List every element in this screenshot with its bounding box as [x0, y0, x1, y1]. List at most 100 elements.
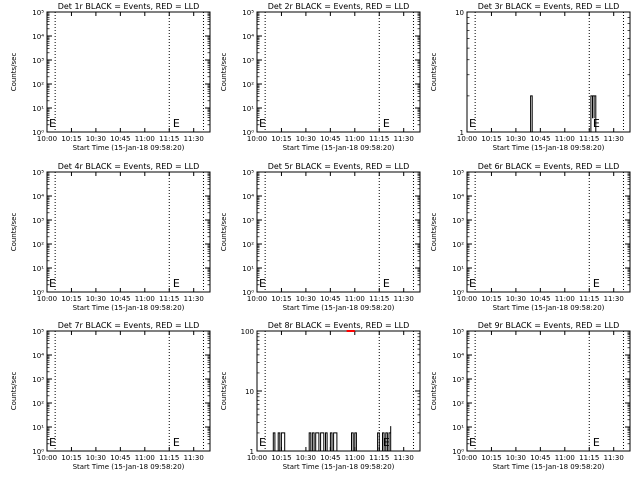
y-tick-label: 10²	[242, 241, 254, 249]
x-tick-label: 10:45	[110, 295, 130, 303]
x-tick-label: 10:00	[247, 135, 267, 143]
y-axis-label: Counts/sec	[430, 372, 438, 411]
x-tick-label: 10:45	[530, 295, 550, 303]
x-tick-label: 10:00	[457, 295, 477, 303]
x-tick-label: 10:15	[271, 295, 291, 303]
x-tick-label: 10:45	[530, 454, 550, 462]
y-tick-label: 100	[241, 328, 254, 336]
x-tick-label: 10:45	[530, 135, 550, 143]
y-tick-label: 10³	[32, 57, 44, 65]
y-tick-label: 10¹	[32, 105, 44, 113]
x-tick-label: 10:15	[481, 295, 501, 303]
y-tick-label: 10⁰	[242, 129, 254, 137]
event-glyph: E	[49, 277, 56, 290]
x-axis-label: Start Time (15-Jan-18 09:58:20)	[283, 463, 395, 471]
x-tick-label: 10:00	[37, 135, 57, 143]
y-tick-label: 10⁰	[32, 289, 44, 297]
event-glyph: E	[469, 277, 476, 290]
y-tick-label: 10⁵	[452, 169, 464, 177]
x-tick-label: 10:00	[37, 454, 57, 462]
x-tick-label: 11:15	[579, 295, 599, 303]
y-axis-label: Counts/sec	[10, 53, 18, 92]
y-tick-label: 1	[250, 448, 254, 456]
event-glyph: E	[383, 277, 390, 290]
y-axis-label: Counts/sec	[430, 53, 438, 92]
event-glyph: E	[383, 436, 390, 449]
x-axis-label: Start Time (15-Jan-18 09:58:20)	[73, 144, 185, 152]
x-tick-label: 10:30	[296, 454, 316, 462]
y-tick-label: 10²	[32, 81, 44, 89]
x-tick-label: 10:15	[61, 135, 81, 143]
panel-title: Det 9r BLACK = Events, RED = LLD	[478, 321, 620, 330]
y-tick-label: 10⁴	[32, 33, 44, 41]
event-glyph: E	[173, 117, 180, 130]
y-tick-label: 10¹	[242, 265, 254, 273]
y-tick-label: 10⁰	[452, 289, 464, 297]
x-tick-label: 10:15	[271, 135, 291, 143]
x-axis-label: Start Time (15-Jan-18 09:58:20)	[73, 304, 185, 312]
x-tick-label: 10:00	[247, 454, 267, 462]
x-tick-label: 11:30	[184, 135, 204, 143]
y-tick-label: 10⁵	[242, 169, 254, 177]
plot-frame	[466, 11, 631, 133]
y-tick-label: 10⁰	[452, 448, 464, 456]
y-tick-label: 10²	[452, 400, 464, 408]
events-series	[530, 95, 597, 133]
x-tick-label: 11:30	[604, 135, 624, 143]
y-tick-label: 10²	[32, 241, 44, 249]
x-tick-label: 11:15	[579, 135, 599, 143]
x-tick-label: 10:30	[86, 454, 106, 462]
y-axis-label: Counts/sec	[220, 372, 228, 411]
event-glyph: E	[259, 117, 266, 130]
x-tick-label: 11:15	[159, 295, 179, 303]
x-tick-label: 10:30	[296, 295, 316, 303]
y-tick-label: 10²	[242, 81, 254, 89]
x-tick-label: 11:30	[394, 454, 414, 462]
x-tick-label: 11:00	[345, 135, 365, 143]
event-glyph: E	[593, 117, 600, 130]
y-tick-label: 10⁴	[452, 352, 464, 360]
x-tick-label: 10:15	[271, 454, 291, 462]
x-tick-label: 10:15	[481, 454, 501, 462]
plot-frame	[46, 11, 211, 133]
plot-frame	[466, 330, 631, 452]
x-tick-label: 11:00	[555, 135, 575, 143]
x-tick-label: 11:15	[159, 135, 179, 143]
y-axis-label: Counts/sec	[10, 372, 18, 411]
x-tick-label: 11:00	[135, 454, 155, 462]
y-tick-label: 10⁴	[242, 193, 254, 201]
x-tick-label: 11:30	[394, 295, 414, 303]
x-tick-label: 11:00	[345, 454, 365, 462]
event-glyph: E	[49, 436, 56, 449]
y-tick-label: 10⁰	[32, 448, 44, 456]
plot-frame	[256, 171, 421, 293]
panel-title: Det 4r BLACK = Events, RED = LLD	[58, 162, 200, 171]
x-tick-label: 10:45	[320, 135, 340, 143]
x-tick-label: 10:15	[61, 454, 81, 462]
x-tick-label: 10:30	[506, 295, 526, 303]
y-tick-label: 10⁴	[32, 352, 44, 360]
x-tick-label: 11:00	[135, 135, 155, 143]
y-axis-label: Counts/sec	[430, 213, 438, 252]
y-tick-label: 10¹	[242, 105, 254, 113]
event-glyph: E	[593, 277, 600, 290]
x-axis-label: Start Time (15-Jan-18 09:58:20)	[493, 144, 605, 152]
events-series	[257, 426, 392, 452]
x-tick-label: 10:30	[86, 135, 106, 143]
x-tick-label: 10:45	[110, 135, 130, 143]
x-axis-label: Start Time (15-Jan-18 09:58:20)	[493, 463, 605, 471]
y-tick-label: 10⁵	[32, 169, 44, 177]
y-tick-label: 10⁰	[242, 289, 254, 297]
x-axis-label: Start Time (15-Jan-18 09:58:20)	[493, 304, 605, 312]
x-tick-label: 11:30	[394, 135, 414, 143]
x-tick-label: 11:00	[555, 295, 575, 303]
y-tick-label: 1	[460, 129, 464, 137]
x-tick-label: 11:30	[604, 454, 624, 462]
plot-frame	[46, 171, 211, 293]
x-tick-label: 11:15	[369, 135, 389, 143]
panel-title: Det 7r BLACK = Events, RED = LLD	[58, 321, 200, 330]
y-tick-label: 10³	[452, 217, 464, 225]
x-tick-label: 10:30	[296, 135, 316, 143]
x-tick-label: 11:15	[369, 295, 389, 303]
